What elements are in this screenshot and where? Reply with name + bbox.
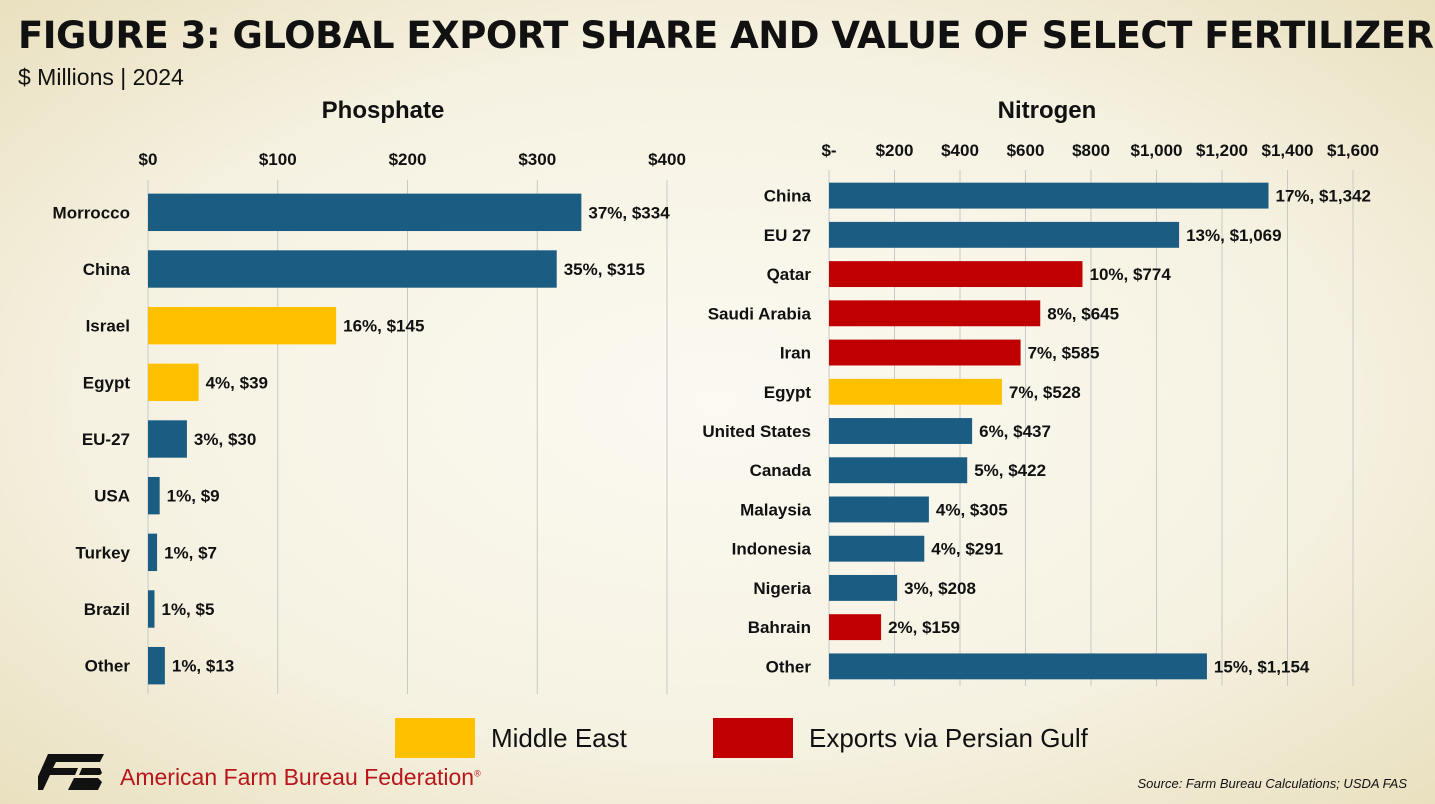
phosphate-bar-china xyxy=(148,250,557,288)
nitrogen-tick-label: $600 xyxy=(1007,141,1045,160)
nitrogen-bar-saudi-arabia xyxy=(829,300,1041,327)
phosphate-tick-label: $100 xyxy=(259,150,297,169)
farm-bureau-logo-icon xyxy=(38,754,104,790)
phosphate-chart: Phosphate $0 $100 $200 $300 $400 Morrocco 37%, … xyxy=(53,97,686,694)
nitrogen-bar-nigeria xyxy=(829,574,898,601)
nitrogen-category-label: Malaysia xyxy=(740,500,811,519)
nitrogen-chart: Nitrogen $- $200 $400 $600 $800 $1,000 $1,200 $1… xyxy=(702,97,1379,686)
nitrogen-data-label: 17%, $1,342 xyxy=(1276,187,1371,206)
nitrogen-bar-qatar xyxy=(829,261,1083,288)
nitrogen-category-label: Iran xyxy=(780,344,811,363)
registered-mark: ® xyxy=(474,768,481,779)
nitrogen-data-label: 2%, $159 xyxy=(888,618,960,637)
nitrogen-data-label: 7%, $585 xyxy=(1028,344,1100,363)
phosphate-data-label: 1%, $13 xyxy=(172,657,234,676)
nitrogen-bar-other xyxy=(829,653,1207,680)
nitrogen-category-label: Indonesia xyxy=(732,540,812,559)
legend-label-middle-east: Middle East xyxy=(491,722,627,753)
nitrogen-chart-title: Nitrogen xyxy=(998,97,1097,124)
phosphate-bar-egypt xyxy=(148,363,199,402)
nitrogen-bar-iran xyxy=(829,339,1021,366)
nitrogen-data-label: 15%, $1,154 xyxy=(1214,657,1310,676)
nitrogen-bar-bahrain xyxy=(829,614,882,641)
phosphate-category-label: Morrocco xyxy=(53,203,130,222)
chart-title: FIGURE 3: GLOBAL EXPORT SHARE AND VALUE … xyxy=(18,14,1435,57)
phosphate-data-label: 1%, $7 xyxy=(164,543,217,562)
nitrogen-tick-label: $1,400 xyxy=(1262,141,1314,160)
phosphate-bar-brazil xyxy=(148,590,155,628)
phosphate-category-label: EU-27 xyxy=(82,430,130,449)
phosphate-data-label: 1%, $9 xyxy=(167,487,220,506)
nitrogen-bar-united-states xyxy=(829,418,973,444)
phosphate-category-label: Other xyxy=(85,657,131,676)
phosphate-data-label: 37%, $334 xyxy=(588,203,670,222)
nitrogen-tick-label: $800 xyxy=(1072,141,1110,160)
phosphate-tick-label: $300 xyxy=(518,150,556,169)
nitrogen-bar-indonesia xyxy=(829,535,925,562)
nitrogen-data-label: 4%, $291 xyxy=(931,540,1003,559)
phosphate-data-label: 35%, $315 xyxy=(564,260,645,279)
phosphate-category-label: USA xyxy=(94,487,130,506)
phosphate-bar-eu-27 xyxy=(148,420,187,458)
chart-subtitle: $ Millions | 2024 xyxy=(18,64,184,90)
phosphate-bar-israel xyxy=(148,306,337,345)
phosphate-category-label: Israel xyxy=(86,317,130,336)
nitrogen-category-label: Bahrain xyxy=(748,618,811,637)
legend-label-persian-gulf: Exports via Persian Gulf xyxy=(809,722,1088,753)
nitrogen-category-label: Other xyxy=(766,657,812,676)
phosphate-category-label: Egypt xyxy=(83,373,131,392)
nitrogen-data-label: 5%, $422 xyxy=(974,461,1046,480)
phosphate-category-label: Turkey xyxy=(76,543,131,562)
nitrogen-bar-eu-27 xyxy=(829,221,1180,248)
phosphate-bar-morrocco xyxy=(148,193,582,232)
nitrogen-data-label: 6%, $437 xyxy=(979,422,1051,441)
brand-name: American Farm Bureau Federation® xyxy=(120,764,481,790)
phosphate-data-label: 4%, $39 xyxy=(206,373,268,392)
legend-swatch-middle-east xyxy=(395,718,475,758)
nitrogen-data-label: 3%, $208 xyxy=(904,579,976,598)
nitrogen-data-label: 7%, $528 xyxy=(1009,383,1081,402)
phosphate-tick-label: $400 xyxy=(648,150,686,169)
legend-swatch-persian-gulf xyxy=(713,718,793,758)
phosphate-bar-usa xyxy=(148,476,160,515)
nitrogen-category-label: United States xyxy=(702,422,811,441)
phosphate-bar-other xyxy=(148,646,165,685)
source-note: Source: Farm Bureau Calculations; USDA F… xyxy=(1137,776,1408,791)
phosphate-chart-title: Phosphate xyxy=(322,97,445,124)
nitrogen-category-label: Qatar xyxy=(767,265,812,284)
nitrogen-data-label: 4%, $305 xyxy=(936,500,1008,519)
phosphate-data-label: 16%, $145 xyxy=(343,317,424,336)
nitrogen-data-label: 10%, $774 xyxy=(1089,265,1171,284)
nitrogen-tick-label: $200 xyxy=(876,141,914,160)
nitrogen-category-label: EU 27 xyxy=(764,226,811,245)
nitrogen-tick-label: $- xyxy=(821,141,836,160)
phosphate-tick-label: $0 xyxy=(139,150,158,169)
nitrogen-data-label: 13%, $1,069 xyxy=(1186,226,1281,245)
phosphate-tick-label: $200 xyxy=(389,150,427,169)
nitrogen-category-label: Nigeria xyxy=(753,579,811,598)
nitrogen-tick-label: $1,600 xyxy=(1327,141,1379,160)
legend-item-persian-gulf: Exports via Persian Gulf xyxy=(713,718,1088,758)
legend-item-middle-east: Middle East xyxy=(395,718,627,758)
nitrogen-tick-label: $1,000 xyxy=(1131,141,1183,160)
nitrogen-category-label: Canada xyxy=(750,461,812,480)
nitrogen-bar-china xyxy=(829,182,1269,209)
nitrogen-tick-label: $1,200 xyxy=(1196,141,1248,160)
nitrogen-bar-malaysia xyxy=(829,496,929,523)
phosphate-bar-turkey xyxy=(148,533,158,572)
nitrogen-tick-label: $400 xyxy=(941,141,979,160)
nitrogen-bar-egypt xyxy=(829,378,1002,405)
phosphate-category-label: China xyxy=(83,260,131,279)
nitrogen-data-label: 8%, $645 xyxy=(1047,304,1119,323)
nitrogen-bar-canada xyxy=(829,457,968,484)
phosphate-data-label: 3%, $30 xyxy=(194,430,256,449)
nitrogen-category-label: Saudi Arabia xyxy=(708,304,812,323)
phosphate-data-label: 1%, $5 xyxy=(161,600,214,619)
nitrogen-category-label: Egypt xyxy=(764,383,812,402)
phosphate-category-label: Brazil xyxy=(84,600,130,619)
nitrogen-category-label: China xyxy=(764,187,812,206)
